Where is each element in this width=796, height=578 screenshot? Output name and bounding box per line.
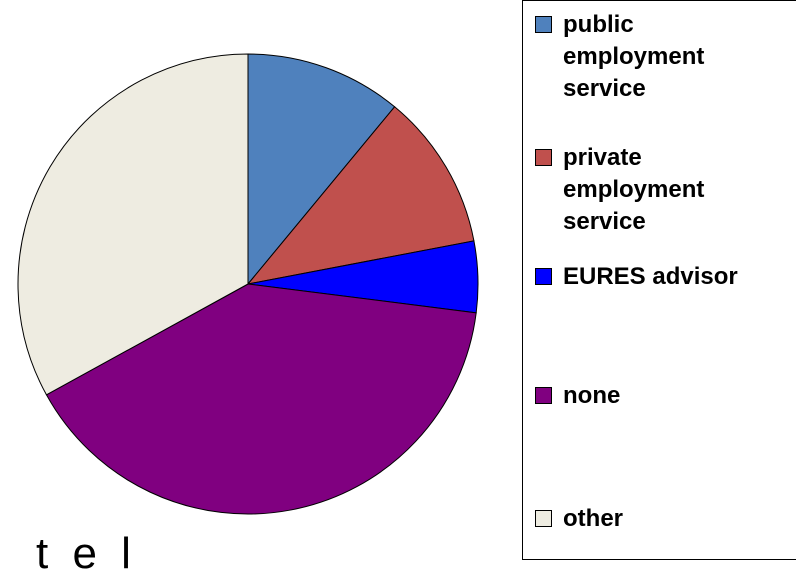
legend-swatch-eures-advisor: [535, 268, 552, 285]
legend-label-public-employment-service: public employment service: [563, 11, 705, 102]
legend-item-other: other: [535, 503, 796, 535]
cropped-bottom-text: t e l: [36, 529, 137, 578]
pie-slice-none: [45, 283, 477, 515]
legend-item-eures-advisor: EURES advisor: [535, 261, 796, 293]
legend-swatch-other: [535, 510, 552, 527]
legend-label-none: none: [563, 382, 621, 409]
pie-slice-public-employment-service: [247, 53, 396, 286]
legend-label-eures-advisor: EURES advisor: [563, 263, 738, 290]
legend-swatch-none: [535, 387, 552, 404]
legend-item-public-employment-service: public employment service: [535, 9, 796, 105]
legend-label-other: other: [563, 505, 623, 532]
legend-swatch-public-employment-service: [535, 16, 552, 33]
legend-item-none: none: [535, 380, 796, 412]
chart-legend: public employment service private employ…: [522, 0, 796, 560]
legend-item-private-employment-service: private employment service: [535, 142, 796, 238]
pie-slice-private-employment-service: [246, 106, 475, 285]
pie-chart: [17, 53, 479, 515]
pie-slice-other: [17, 53, 249, 396]
legend-label-private-employment-service: private employment service: [563, 144, 705, 235]
legend-swatch-private-employment-service: [535, 149, 552, 166]
